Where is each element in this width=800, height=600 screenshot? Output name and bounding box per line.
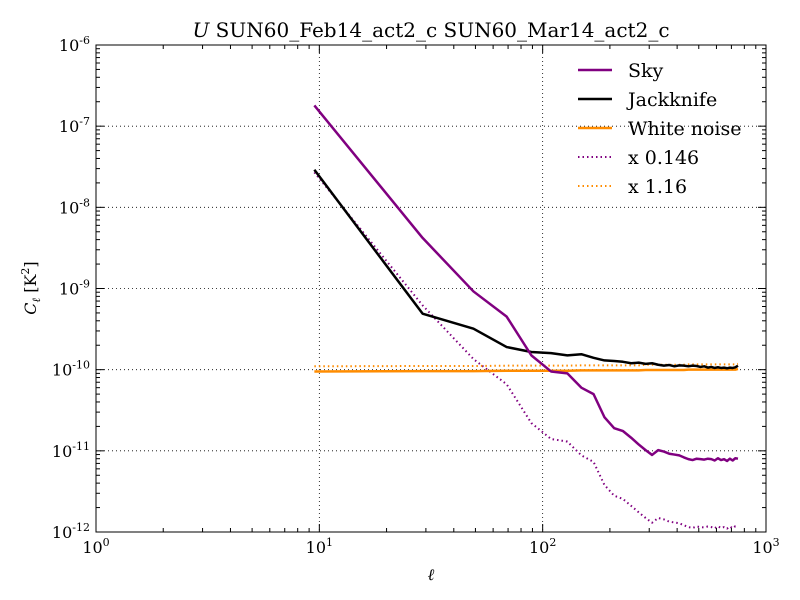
x-tick-label-exp: 0 [103,536,110,549]
y-tick-label: 10-10 [52,359,90,380]
tick-labels: 100 101 102 10310-1210-1110-1010-910-810-71… [52,34,780,557]
y-tick-label: 10-6 [59,34,90,55]
chart-title: U SUN60_Feb14_act2_c SUN60_Mar14_act2_c [192,18,669,42]
x-tick-label-base: 10 [529,538,549,557]
y-tick-label-base: 10 [59,198,79,217]
y-tick-label-exp: -12 [72,521,90,534]
y-tick-label: 10-8 [59,196,90,217]
x-tick-label-base: 10 [306,538,326,557]
y-tick-label-exp: -8 [79,196,90,209]
x-tick-label-exp: 3 [773,536,780,549]
x-tick-label: 101 [306,536,333,557]
x-tick-label: 100 [82,536,109,557]
y-tick-label-exp: -10 [72,359,90,372]
y-tick-label-base: 10 [52,361,72,380]
y-axis-label: Cℓ [K2] [19,261,43,314]
series-line-jackknife [313,169,739,370]
series-line-x-1-16 [314,362,739,368]
x-axis-label: ℓ [428,565,435,584]
y-tick-label-exp: -11 [72,440,90,453]
y-tick-label-exp: -6 [79,34,90,47]
y-tick-label: 10-12 [52,521,90,542]
legend: Sky Jackknife White noise x 0.146 x 1.16 [578,60,742,198]
y-tick-label-exp: -7 [79,115,90,128]
y-tick-label-base: 10 [52,442,72,461]
x-tick-label-exp: 2 [549,536,556,549]
y-tick-label: 10-11 [52,440,90,461]
ticks [95,44,767,533]
y-tick-label: 10-7 [59,115,90,136]
y-tick-label-base: 10 [59,117,79,136]
series-line-white-noise [314,367,739,373]
x-tick-label: 102 [529,536,556,557]
title-rest: SUN60_Feb14_act2_c SUN60_Mar14_act2_c [209,18,669,42]
x-tick-label-base: 10 [752,538,772,557]
y-tick-label-base: 10 [59,280,79,299]
legend-label: White noise [628,118,742,140]
y-tick-label-exp: -9 [79,278,90,291]
series-layer [313,104,739,530]
y-axis-label-unit-close: ] [21,261,40,267]
y-tick-label-base: 10 [52,523,72,542]
y-axis-label-unit-exp: 2 [19,268,32,275]
legend-label: x 0.146 [628,147,699,169]
title-prefix: U [192,18,210,42]
y-tick-label: 10-9 [59,278,90,299]
y-axis-label-main: C [21,302,40,314]
x-tick-label: 103 [752,536,779,557]
y-tick-label-base: 10 [59,36,79,55]
series-line-sky [313,104,739,463]
series-line-x-0-146 [313,171,739,530]
legend-label: Sky [628,60,664,82]
legend-label: x 1.16 [628,176,687,198]
x-tick-label-exp: 1 [326,536,333,549]
y-axis-label-unit-open: [K [21,274,40,298]
x-tick-label-base: 10 [82,538,102,557]
legend-label: Jackknife [626,89,717,111]
y-axis-label-sub: ℓ [30,297,43,302]
